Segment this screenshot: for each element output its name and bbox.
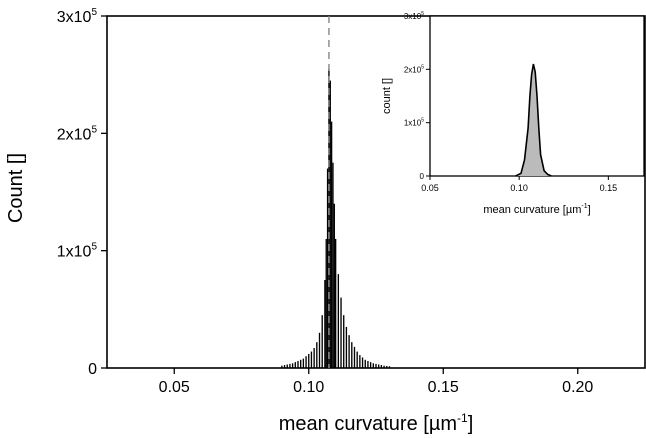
inset-x-tick-label: 0.10 (510, 183, 528, 193)
histogram-bar (326, 168, 329, 368)
histogram-bar (380, 365, 383, 368)
inset-y-tick-label-base: 3x10 (404, 12, 422, 21)
histogram-bar (337, 274, 340, 368)
main-y-axis-title: Count [] (5, 153, 27, 223)
histogram-bar (386, 365, 388, 368)
main-y-tick-label: 2x105 (57, 124, 98, 143)
inset-y-tick-label-exp: 5 (421, 64, 424, 70)
histogram-bar (286, 364, 288, 368)
histogram-bar (375, 363, 377, 368)
main-y-tick-label-base: 3x10 (57, 9, 92, 26)
inset-y-tick-label-exp: 5 (421, 118, 424, 124)
main-y-tick-label-exp: 5 (91, 124, 97, 135)
histogram-bar (378, 364, 380, 368)
inset-curve-fill (515, 64, 552, 176)
inset-x-axis-title-exp: -1 (581, 203, 587, 210)
histogram-bar (345, 326, 348, 368)
histogram-bar (325, 238, 327, 368)
histogram-bar (291, 363, 294, 368)
histogram-bar (289, 363, 291, 368)
histogram-bar (321, 315, 323, 368)
inset-y-axis-title: count [] (381, 78, 393, 114)
main-x-tick-label: 0.05 (159, 379, 190, 396)
main-y-tick-label: 1x105 (57, 242, 98, 261)
inset-y-tick-label-base: 0 (420, 172, 425, 181)
main-y-tick-label-base: 2x10 (57, 126, 92, 143)
histogram-bar (348, 335, 350, 368)
main-x-tick-label: 0.10 (293, 379, 324, 396)
inset-x-tick-label: 0.15 (600, 183, 618, 193)
main-x-tick-label: 0.20 (562, 379, 593, 396)
main-y-tick-label-exp: 5 (91, 7, 97, 18)
main-x-ticks: 0.05 0.10 0.15 0.20 (159, 368, 593, 396)
inset-y-tick-label: 1x105 (404, 118, 424, 128)
inset-x-ticks: 0.05 0.10 0.15 (421, 176, 617, 193)
inset-x-axis-title-text: mean curvature [ (483, 204, 566, 216)
main-y-tick-label: 3x105 (57, 7, 98, 26)
inset-y-tick-label: 3x105 (404, 11, 424, 21)
histogram-bar (334, 238, 337, 368)
main-x-axis-title-close: ] (468, 413, 474, 435)
inset-curve-line (515, 63, 552, 177)
histogram-bar (353, 346, 356, 368)
histogram-bar (333, 203, 335, 368)
histogram-bar (330, 121, 333, 368)
histogram-bar (318, 332, 321, 368)
inset-x-axis-title: mean curvature [µm-1] (483, 203, 590, 216)
inset-y-tick-label-exp: 5 (421, 11, 424, 17)
histogram-bar (364, 359, 366, 368)
histogram-bar (383, 365, 385, 368)
histogram-bar (281, 365, 283, 368)
inset-x-tick-label: 0.05 (421, 183, 439, 193)
main-x-tick-label: 0.15 (428, 379, 459, 396)
inset-x-axis-title-close: ] (588, 204, 591, 216)
histogram-bar (328, 68, 330, 369)
histogram-bar (340, 297, 342, 368)
histogram-bar (297, 360, 299, 368)
histogram-bar (372, 363, 374, 368)
main-y-tick-label-base: 1x10 (57, 244, 92, 261)
histogram-bar (369, 362, 372, 368)
main-y-tick-label-base: 0 (88, 361, 97, 378)
histogram-bar (332, 162, 334, 368)
inset-y-tick-label-base: 1x10 (404, 119, 422, 128)
histogram-bar (313, 348, 315, 368)
main-y-tick-label-exp: 5 (91, 242, 97, 253)
main-y-tick-label: 0 (88, 361, 97, 378)
main-x-axis-title-unit: µm (429, 413, 457, 435)
histogram-bar (300, 359, 302, 368)
inset-content-group (515, 63, 552, 177)
main-bars-group (281, 68, 391, 369)
histogram-bar (310, 351, 313, 368)
histogram-bar (324, 280, 326, 368)
histogram-bar (294, 362, 296, 368)
histogram-bar (367, 360, 369, 368)
histogram-bar (308, 353, 310, 368)
inset-y-tick-label: 2x105 (404, 64, 424, 74)
inset-y-tick-label-base: 2x10 (404, 65, 422, 74)
inset-y-tick-label: 0 (420, 172, 425, 181)
histogram-bar (305, 356, 307, 368)
histogram-bar (343, 315, 345, 368)
inset-x-axis-title-unit: µm (566, 204, 582, 216)
histogram-bar (351, 342, 353, 368)
main-x-axis-title-text: mean curvature [ (279, 413, 430, 435)
histogram-bar (302, 358, 305, 368)
histogram-bar (388, 366, 391, 368)
histogram-bar (329, 80, 331, 369)
histogram-bar (356, 351, 358, 368)
histogram-bar (361, 357, 364, 368)
main-x-axis-title-exp: -1 (457, 411, 468, 425)
main-x-axis-title: mean curvature [µm-1] (279, 411, 474, 435)
histogram-bar (359, 355, 361, 368)
histogram-bar (283, 365, 286, 368)
histogram-bar (316, 342, 318, 368)
